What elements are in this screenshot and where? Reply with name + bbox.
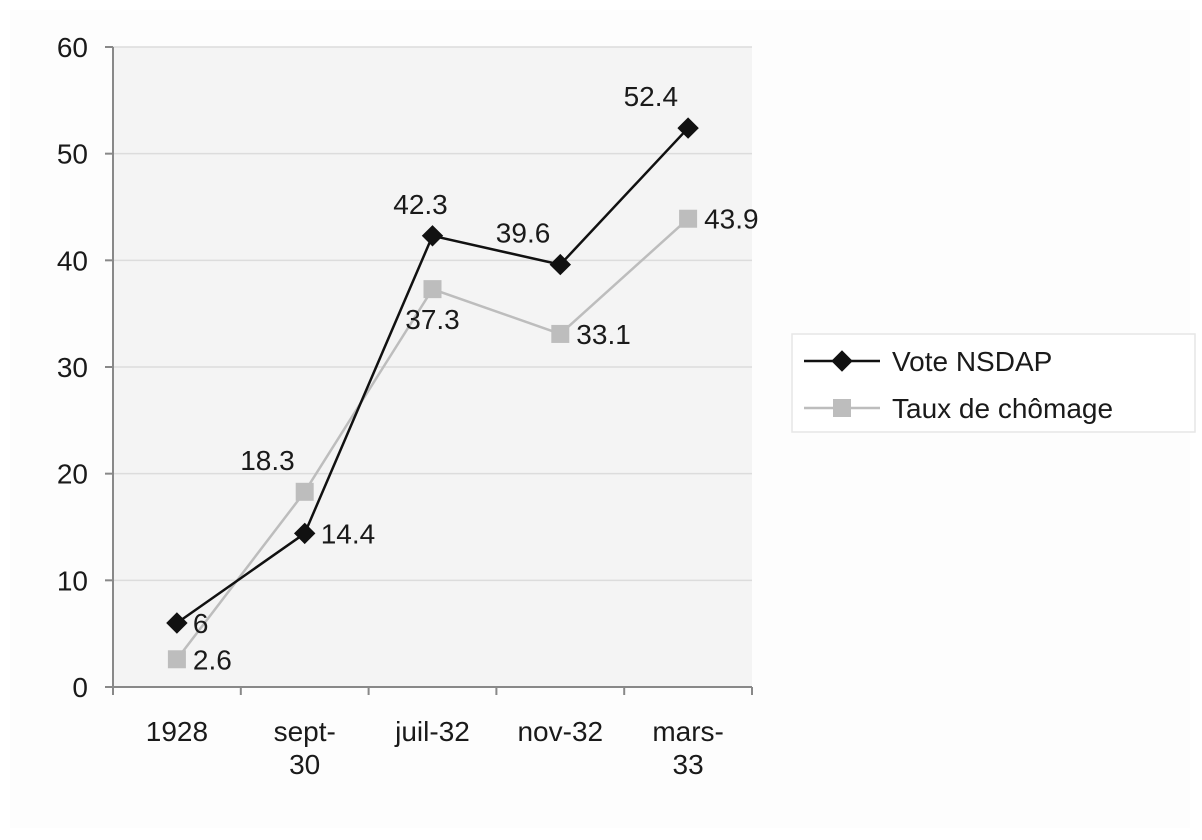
x-axis-ticks: 1928 sept-30 juil-32 nov-32 mars-33: [146, 716, 724, 780]
legend-swatch-marker: [833, 399, 851, 417]
x-tick-label: 1928: [146, 716, 208, 747]
data-label: 6: [193, 608, 209, 639]
legend-label: Vote NSDAP: [892, 346, 1052, 377]
legend-swatch-marker: [831, 350, 853, 372]
data-label: 43.9: [704, 204, 759, 235]
x-tick-label: nov-32: [517, 716, 603, 747]
data-labels: 6 14.4 42.3 39.6 52.4 2.6 18.3 37.3 33.1 43.9: [193, 81, 759, 675]
y-tick-label: 20: [57, 459, 88, 490]
y-tick-label: 60: [57, 32, 88, 63]
data-point-marker: [295, 482, 314, 501]
y-tick-label: 10: [57, 565, 88, 596]
x-tick-label: sept-30: [274, 716, 336, 780]
data-label: 14.4: [321, 518, 376, 549]
data-point-marker: [679, 209, 698, 228]
data-label: 52.4: [624, 81, 679, 112]
y-tick-label: 40: [57, 245, 88, 276]
legend-label: Taux de chômage: [892, 393, 1113, 424]
data-label: 33.1: [576, 319, 631, 350]
data-point-marker: [166, 612, 188, 634]
series-group: [166, 117, 699, 669]
data-point-marker: [551, 324, 570, 343]
x-tick-label: mars-33: [652, 716, 724, 780]
data-label: 42.3: [393, 189, 448, 220]
y-tick-label: 50: [57, 139, 88, 170]
legend-box: [791, 333, 1196, 433]
y-axis-ticks: 0 10 20 30 40 50 60: [57, 32, 88, 703]
data-point-marker: [677, 117, 699, 139]
data-label: 18.3: [240, 445, 295, 476]
legend: Vote NSDAP Taux de chômage: [791, 333, 1196, 433]
y-tick-label: 30: [57, 352, 88, 383]
data-point-marker: [293, 522, 316, 545]
data-point-marker: [421, 225, 444, 247]
gridlines: [113, 46, 752, 582]
data-point-marker: [549, 253, 572, 276]
data-label: 39.6: [496, 218, 551, 249]
data-label: 37.3: [405, 304, 460, 335]
data-label: 2.6: [193, 644, 232, 675]
x-tick-label: juil-32: [394, 716, 470, 747]
data-point-marker: [167, 650, 186, 669]
y-tick-label: 0: [72, 672, 88, 703]
data-point-marker: [423, 280, 442, 299]
axes: [105, 46, 753, 695]
